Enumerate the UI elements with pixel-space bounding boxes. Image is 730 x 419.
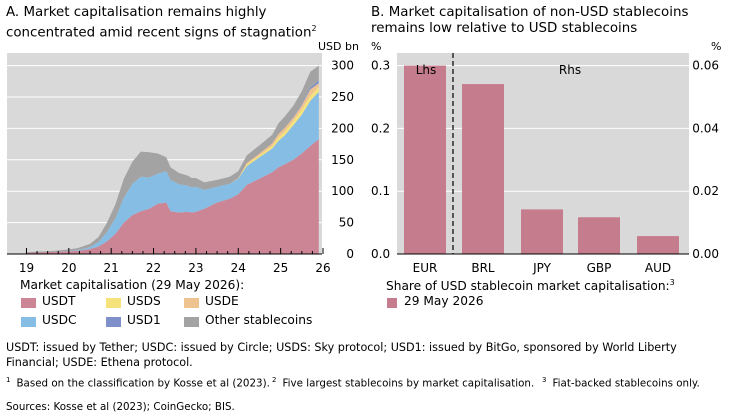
- y-tick-label-a: 200: [331, 121, 354, 135]
- panel-a-title: A. Market capitalisation remains highly …: [6, 5, 317, 41]
- rhs-tick-label: 0.06: [692, 59, 719, 73]
- legend-label-usd1: USD1: [127, 313, 161, 327]
- category-label-gbp: GBP: [587, 261, 612, 275]
- x-tick-label-a: 25: [273, 261, 288, 275]
- legend-label-usds: USDS: [127, 294, 161, 308]
- sources-note: Sources: Kosse et al (2023); CoinGecko; …: [6, 401, 235, 413]
- panel-a-unit: USD bn: [318, 40, 359, 53]
- legend-label-usdc: USDC: [42, 313, 77, 327]
- area-usdc: [26, 91, 319, 253]
- legend-swatch-usde: [184, 298, 199, 308]
- rhs-label: Rhs: [559, 63, 581, 77]
- y-tick-label-a: 300: [331, 59, 354, 73]
- legend-swatch-usds: [106, 298, 121, 308]
- y-tick-label-a: 0: [346, 247, 354, 261]
- rhs-tick-label: 0.04: [692, 121, 719, 135]
- category-label-jpy: JPY: [532, 261, 552, 275]
- x-tick-label-a: 22: [146, 261, 161, 275]
- x-tick-label-a: 26: [315, 261, 330, 275]
- category-label-eur: EUR: [413, 261, 438, 275]
- legend-label-usde: USDE: [205, 294, 239, 308]
- panel-b-lhs-unit: %: [371, 40, 382, 53]
- panel-b-legend-title: Share of USD stablecoin market capitalis…: [386, 278, 675, 294]
- x-tick-label-a: 19: [19, 261, 34, 275]
- rhs-tick-label: 0.00: [692, 247, 719, 261]
- category-label-aud: AUD: [645, 261, 671, 275]
- lhs-tick-label: 0.2: [371, 121, 390, 135]
- x-tick-label-a: 20: [61, 261, 76, 275]
- panel-b-legend-swatch: [387, 298, 397, 308]
- legend-label-other: Other stablecoins: [205, 313, 313, 327]
- lhs-tick-label: 0.1: [371, 184, 390, 198]
- rhs-tick-label: 0.02: [692, 184, 719, 198]
- legend-swatch-usd1: [106, 317, 121, 327]
- y-tick-label-a: 150: [331, 153, 354, 167]
- y-tick-label-a: 50: [339, 216, 354, 230]
- panel-b-rhs-unit: %: [711, 40, 722, 53]
- bar-gbp: [578, 217, 620, 254]
- footnote-1: 1 Based on the classification by Kosse et…: [6, 376, 270, 390]
- bar-brl: [462, 84, 504, 254]
- lhs-tick-label: 0.0: [371, 247, 390, 261]
- category-label-brl: BRL: [471, 261, 495, 275]
- legend-swatch-usdc: [21, 317, 36, 327]
- y-tick-label-a: 100: [331, 184, 354, 198]
- panel-b-chart: Lhs Rhs EUR BRL JPY GBP AUD 0.0 0.1 0.2 0.3 0.00 0…: [371, 53, 719, 275]
- bar-aud: [637, 236, 679, 254]
- legend-label-usdt: USDT: [42, 294, 76, 308]
- legend-swatch-other: [184, 317, 199, 327]
- bar-jpy: [521, 209, 563, 254]
- x-tick-label-a: 24: [231, 261, 246, 275]
- bar-eur: [404, 65, 446, 254]
- y-tick-label-a: 250: [331, 90, 354, 104]
- area-usdt: [26, 139, 319, 254]
- lhs-tick-label: 0.3: [371, 59, 390, 73]
- lhs-label: Lhs: [416, 63, 437, 77]
- panel-b-title: B. Market capitalisation of non-USD stab…: [371, 5, 689, 36]
- definitions-note: USDT: issued by Tether; USDC: issued by …: [6, 341, 677, 369]
- legend-swatch-usdt: [21, 298, 36, 308]
- panel-b-legend-label: 29 May 2026: [404, 294, 484, 308]
- x-tick-label-a: 23: [188, 261, 203, 275]
- x-tick-label-a: 21: [104, 261, 119, 275]
- footnote-3: 3 Fiat-backed stablecoins only.: [542, 376, 700, 390]
- panel-a-chart: 19 20 21 22 23 24 25 26 0 50 100 150 200 250 300: [7, 53, 354, 275]
- footnote-2: 2 Five largest stablecoins by market capi…: [272, 376, 535, 390]
- panel-a-legend-title: Market capitalisation (29 May 2026):: [20, 278, 245, 292]
